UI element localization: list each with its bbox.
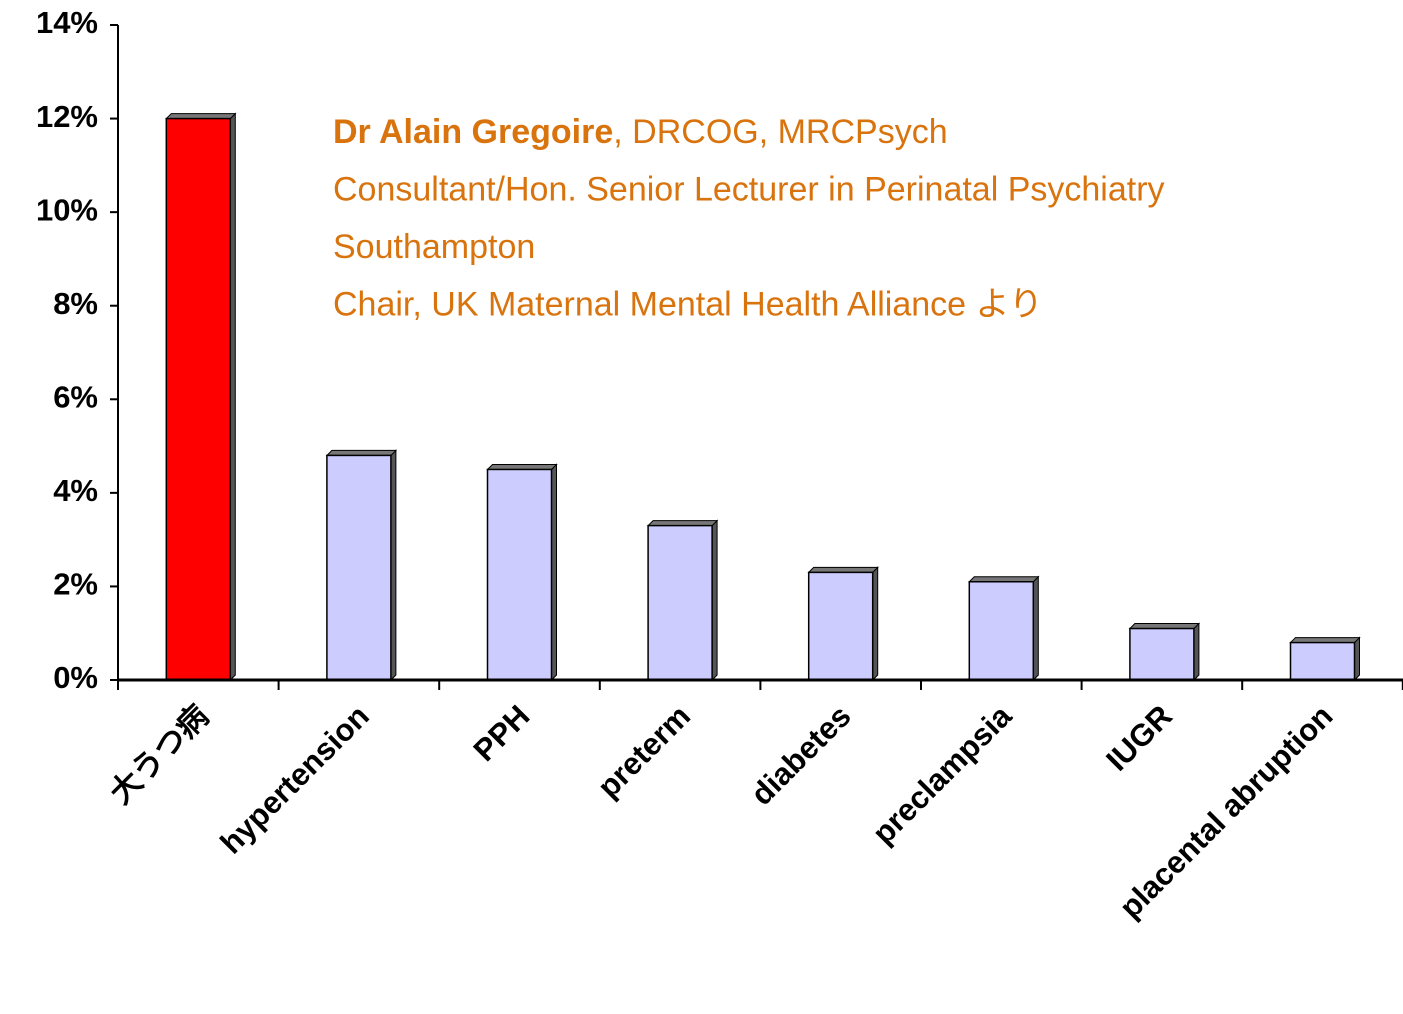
bar-face [1289,641,1356,681]
bar [646,519,719,682]
y-tick-label: 0% [53,660,98,695]
bar-face [807,571,874,681]
annotation-name: Dr Alain Gregoire [333,113,613,151]
y-tick-label: 6% [53,379,98,414]
bar [1289,636,1361,682]
y-tick-label: 2% [53,567,98,602]
bar [968,575,1040,682]
y-tick-label: 10% [36,192,98,227]
bar-face [486,468,553,681]
x-tick-label: 大うつ病 [103,698,215,810]
y-tick-label: 14% [36,5,98,40]
bar [1128,622,1201,682]
bar-top [486,463,558,470]
bar-face [165,117,232,681]
annotation-line: Dr Alain Gregoire, DRCOG, MRCPsych [333,113,948,151]
bar-top [807,566,879,573]
bar-face [968,581,1035,681]
y-tick-label: 12% [36,99,98,134]
x-tick-label: preclampsia [866,698,1019,851]
bar-face [1129,627,1195,681]
annotation-text: , DRCOG, MRCPsych [613,113,947,151]
bar [325,449,398,682]
y-tick-label: 4% [53,473,98,508]
bar-face [326,454,392,681]
bar [807,566,879,682]
bar-top [1289,637,1361,644]
bar-side [1032,575,1039,682]
x-tick-label: hypertension [213,698,375,860]
x-tick-label: preterm [591,698,697,804]
x-tick-label: diabetes [744,698,858,812]
bar-top [325,449,398,456]
bar-face [647,524,713,681]
bar [486,463,558,682]
annotation-line: Southampton [333,228,535,266]
annotation-line: Chair, UK Maternal Mental Health Allianc… [333,286,1043,324]
annotation-line: Consultant/Hon. Senior Lecturer in Perin… [333,171,1165,209]
bar [165,112,237,682]
x-tick-label: IUGR [1099,698,1179,778]
y-tick-label: 8% [53,286,98,321]
x-tick-label: PPH [467,698,537,768]
